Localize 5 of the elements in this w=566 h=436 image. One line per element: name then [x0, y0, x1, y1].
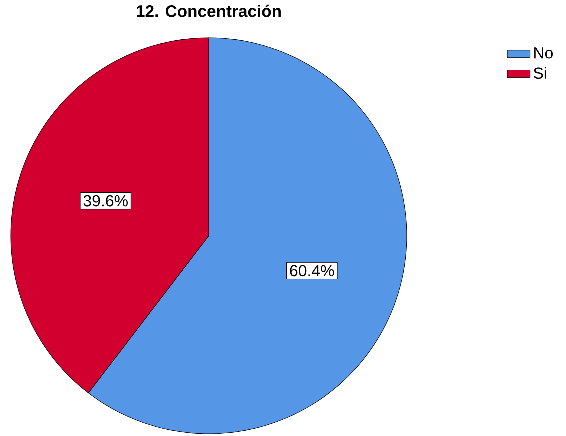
legend-label: Si	[534, 67, 546, 80]
legend-label: No	[534, 48, 553, 59]
chart-title: 12. Concentración	[137, 4, 281, 18]
data-label: 60.4%	[290, 265, 334, 277]
data-label: 39.6%	[84, 195, 128, 207]
